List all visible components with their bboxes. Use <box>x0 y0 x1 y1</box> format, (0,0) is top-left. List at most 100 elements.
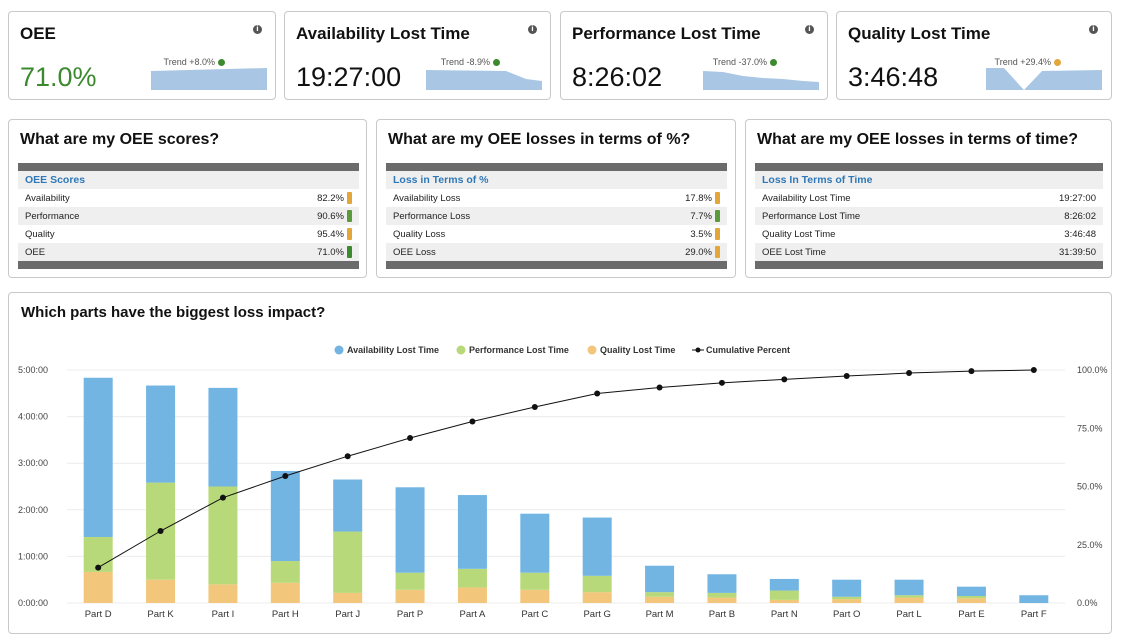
row-label: Quality <box>25 228 55 240</box>
x-tick-label: Part O <box>833 609 860 620</box>
trend-text: Trend -8.9% <box>440 57 490 67</box>
trend-dot <box>493 58 500 66</box>
panel-loss-percent: What are my OEE losses in terms of %? Lo… <box>376 119 736 278</box>
table-header: Loss in Terms of % <box>386 171 727 189</box>
bar-segment <box>333 479 363 532</box>
legend-label: Quality Lost Time <box>600 345 675 355</box>
y-tick-label: 4:00:00 <box>18 412 48 422</box>
row-value: 29.0% <box>685 246 712 258</box>
row-label: Performance Lost Time <box>762 210 861 222</box>
y2-tick-label: 100.0% <box>1077 365 1108 375</box>
bar-segment <box>83 571 113 603</box>
table-top-bar <box>386 163 727 171</box>
row-value: 31:39:50 <box>1059 246 1096 258</box>
x-tick-label: Part B <box>709 609 735 620</box>
y2-tick-label: 75.0% <box>1077 423 1103 433</box>
bar-segment <box>146 579 176 603</box>
bar-segment <box>333 592 363 603</box>
y-tick-label: 2:00:00 <box>18 505 48 515</box>
table-top-bar <box>755 163 1103 171</box>
bar-segment <box>645 565 675 593</box>
cumulative-point <box>219 494 226 501</box>
panel-title: What are my OEE losses in terms of %? <box>388 131 691 148</box>
x-tick-label: Part F <box>1021 609 1047 620</box>
table-row: OEE Loss 29.0% <box>386 243 727 261</box>
kpi-card-availability: Availability Lost Time i 19:27:00 Trend … <box>284 11 551 100</box>
cumulative-point <box>1030 367 1037 373</box>
row-value: 8:26:02 <box>1064 210 1096 222</box>
row-label: Quality Lost Time <box>762 228 836 240</box>
y2-tick-label: 50.0% <box>1077 482 1103 492</box>
y-tick-label: 3:00:00 <box>18 458 48 468</box>
row-value: 82.2% <box>317 192 344 204</box>
table-bottom-bar <box>755 261 1103 269</box>
row-value: 17.8% <box>685 192 712 204</box>
info-icon[interactable]: i <box>528 25 537 34</box>
table-row: Availability Loss 17.8% <box>386 189 727 207</box>
kpi-title: Availability Lost Time <box>296 24 470 43</box>
cumulative-point <box>781 376 788 383</box>
x-tick-label: Part D <box>85 609 112 620</box>
pareto-chart: 0:00:00 1:00:00 2:00:00 3:00:00 4:00:00 5:00:… <box>18 345 1108 620</box>
kpi-title: Performance Lost Time <box>572 24 761 43</box>
table-row: Quality Lost Time 3:46:48 <box>755 225 1103 243</box>
bar-segment <box>645 596 675 603</box>
x-tick-label: Part E <box>958 609 984 620</box>
cumulative-point <box>594 390 601 397</box>
trend-dot <box>218 58 225 66</box>
cumulative-point <box>282 473 289 480</box>
bar-segment <box>956 586 986 597</box>
cumulative-point <box>843 373 850 380</box>
row-label: OEE <box>25 246 46 258</box>
table-bottom-bar <box>18 261 359 269</box>
row-value: 90.6% <box>317 210 344 222</box>
cumulative-point <box>469 418 476 425</box>
table-row: Availability Lost Time 19:27:00 <box>755 189 1103 207</box>
table-row: Quality 95.4% <box>18 225 359 243</box>
info-icon[interactable]: i <box>805 25 814 34</box>
cumulative-point <box>968 368 975 375</box>
bar-segment <box>894 597 924 603</box>
bar-segment <box>894 579 924 596</box>
x-tick-label: Part A <box>460 609 487 620</box>
chart-title: Which parts have the biggest loss impact… <box>21 304 326 321</box>
sparkline <box>426 70 542 90</box>
panel-oee-scores: What are my OEE scores? OEE Scores Avail… <box>8 119 367 278</box>
bar-segment <box>270 582 300 603</box>
kpi-card-performance: Performance Lost Time i 8:26:02 Trend -3… <box>560 11 828 100</box>
trend-text: Trend +8.0% <box>163 57 215 67</box>
trend-dot <box>770 58 777 66</box>
status-bar <box>347 210 352 222</box>
bar-segment <box>707 592 737 598</box>
kpi-card-quality: Quality Lost Time i 3:46:48 Trend +29.4% <box>836 11 1112 100</box>
panel-loss-time: What are my OEE losses in terms of time?… <box>745 119 1112 278</box>
bar-segment <box>270 561 300 583</box>
bar-segment <box>832 599 862 603</box>
sparkline <box>703 71 819 90</box>
status-bar <box>347 228 352 240</box>
row-label: Quality Loss <box>393 228 446 240</box>
scores-table: OEE Scores Availability 82.2% Performance… <box>18 163 359 269</box>
info-icon[interactable]: i <box>1089 25 1098 34</box>
status-bar <box>715 210 720 222</box>
cumulative-point <box>531 404 538 411</box>
y-tick-label: 5:00:00 <box>18 365 48 375</box>
trend-dot <box>1054 58 1061 66</box>
table-row: OEE Lost Time 31:39:50 <box>755 243 1103 261</box>
x-tick-label: Part L <box>896 609 921 620</box>
panel-title: What are my OEE losses in terms of time? <box>757 131 1078 148</box>
y-tick-label: 1:00:00 <box>18 551 48 561</box>
sparkline <box>986 68 1102 90</box>
bar-segment <box>769 578 799 591</box>
row-label: Availability Lost Time <box>762 192 851 204</box>
row-label: Availability <box>25 192 70 204</box>
bar-segment <box>395 589 425 603</box>
x-tick-label: Part G <box>583 609 610 620</box>
info-icon[interactable]: i <box>253 25 262 34</box>
panel-title: What are my OEE scores? <box>20 131 220 148</box>
table-header: OEE Scores <box>18 171 359 189</box>
row-value: 7.7% <box>690 210 712 222</box>
bar-segment <box>769 590 799 600</box>
sparkline <box>151 68 267 90</box>
bar-segment <box>520 589 550 603</box>
